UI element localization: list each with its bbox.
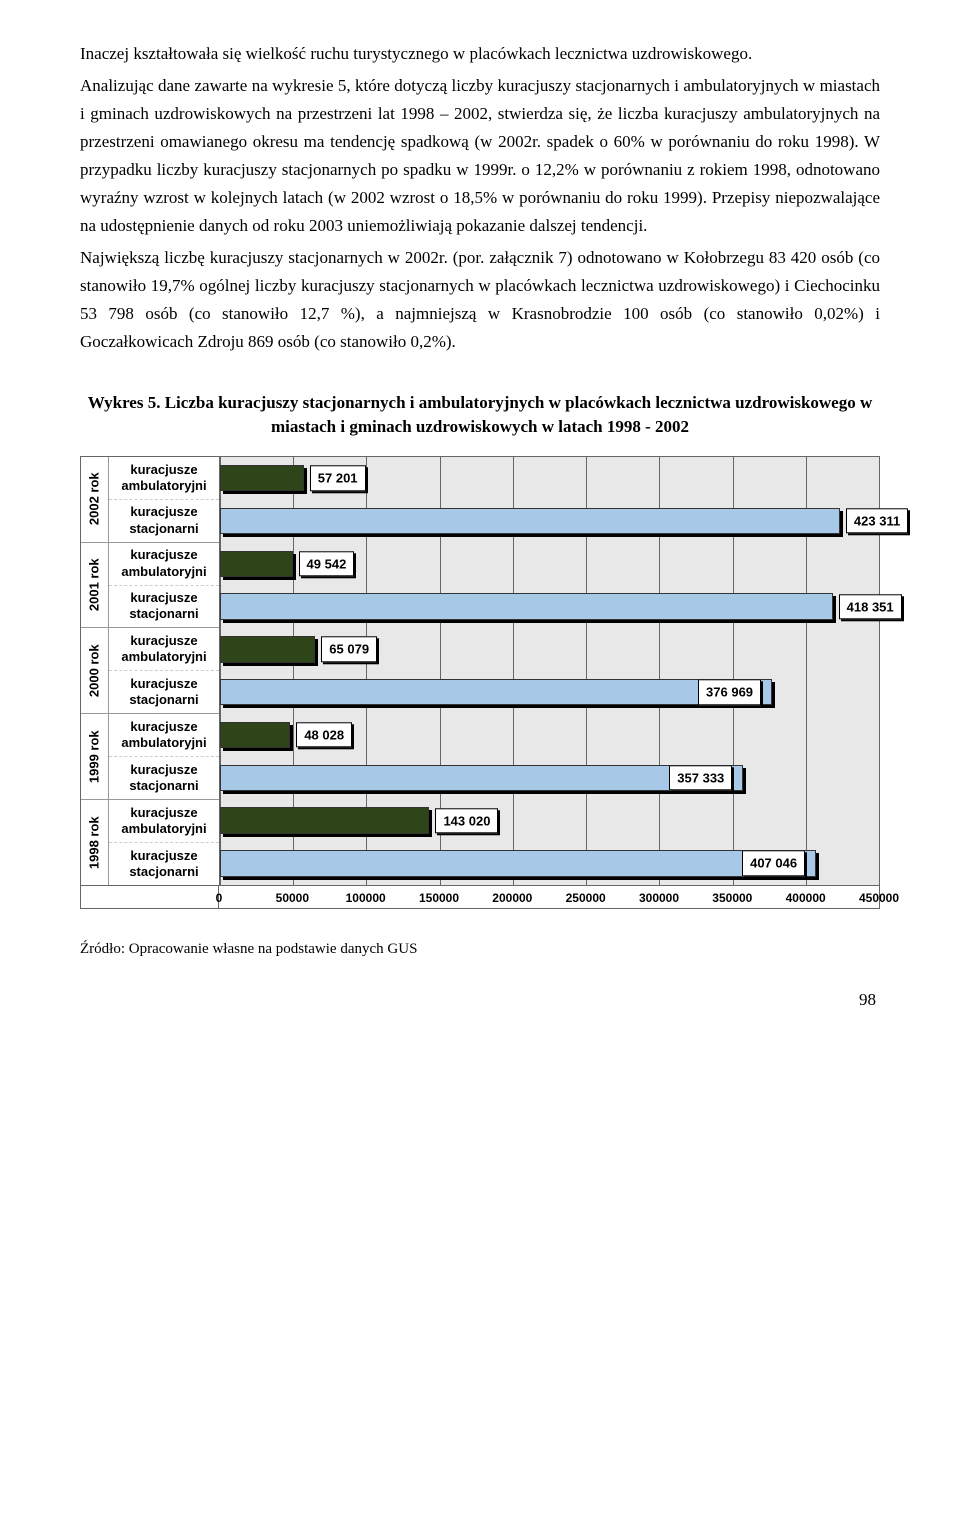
chart-bar: [220, 465, 304, 492]
chart-category-label: kuracjusze stacjonarni: [109, 585, 219, 628]
chart-container: 2002 rokkuracjusze ambulatoryjnikuracjus…: [80, 456, 880, 909]
chart-year-label: 2000 rok: [84, 644, 105, 697]
chart-bar-row: 143 020: [220, 799, 879, 842]
chart-bar: [220, 807, 429, 834]
chart-x-tick: 300000: [639, 889, 679, 909]
chart-source: Źródło: Opracowanie własne na podstawie …: [80, 937, 880, 962]
chart-bar-row: 65 079: [220, 628, 879, 671]
chart-x-tick: 250000: [566, 889, 606, 909]
chart-year-label: 1998 rok: [84, 816, 105, 869]
chart-bar-value: 65 079: [321, 637, 377, 662]
chart-year-label: 2002 rok: [84, 473, 105, 526]
chart-title: Wykres 5. Liczba kuracjuszy stacjonarnyc…: [80, 391, 880, 440]
chart-x-tick: 200000: [492, 889, 532, 909]
chart-bar-row: 57 201: [220, 457, 879, 500]
chart-year-label: 2001 rok: [84, 559, 105, 612]
paragraph-2: Analizując dane zawarte na wykresie 5, k…: [80, 72, 880, 240]
chart-bar-row: 407 046: [220, 842, 879, 885]
chart-category-label: kuracjusze stacjonarni: [109, 670, 219, 713]
chart-bar-value: 357 333: [669, 765, 732, 790]
chart-x-tick: 100000: [346, 889, 386, 909]
chart-x-tick: 350000: [712, 889, 752, 909]
chart-category-label: kuracjusze ambulatoryjni: [109, 457, 219, 499]
chart-bar: [220, 679, 772, 706]
chart-bar-row: 357 333: [220, 756, 879, 799]
chart-bar: [220, 765, 743, 792]
chart-bar-value: 48 028: [296, 722, 352, 747]
page-number: 98: [80, 986, 880, 1014]
chart-bar-row: 48 028: [220, 714, 879, 757]
chart-bar-value: 143 020: [435, 808, 498, 833]
chart-category-label: kuracjusze stacjonarni: [109, 499, 219, 542]
paragraph-1: Inaczej kształtowała się wielkość ruchu …: [80, 40, 880, 68]
chart-category-label: kuracjusze ambulatoryjni: [109, 800, 219, 842]
chart: 2002 rokkuracjusze ambulatoryjnikuracjus…: [80, 456, 880, 886]
chart-x-axis: 0 50000 100000 150000 200000 250000 300000 3500…: [80, 886, 880, 909]
chart-bar-row: 418 351: [220, 585, 879, 628]
chart-bar-value: 376 969: [698, 679, 761, 704]
chart-bar: [220, 508, 840, 535]
chart-x-tick: 50000: [276, 889, 309, 909]
chart-bar-row: 376 969: [220, 671, 879, 714]
chart-bar-value: 57 201: [310, 465, 366, 490]
chart-bar: [220, 636, 315, 663]
chart-plot-area: 57 201 423 311 49 542 418 351 65 079 376 969 4…: [219, 456, 880, 886]
chart-x-tick: 0: [216, 889, 223, 909]
chart-category-label: kuracjusze ambulatoryjni: [109, 714, 219, 756]
chart-category-label: kuracjusze stacjonarni: [109, 756, 219, 799]
chart-bar-value: 49 542: [299, 551, 355, 576]
chart-x-tick: 150000: [419, 889, 459, 909]
chart-x-tick: 450000: [859, 889, 899, 909]
chart-category-label: kuracjusze ambulatoryjni: [109, 543, 219, 585]
chart-bar-row: 423 311: [220, 500, 879, 543]
chart-bar-value: 407 046: [742, 851, 805, 876]
chart-bar: [220, 551, 293, 578]
chart-bar: [220, 850, 816, 877]
chart-y-labels: 2002 rokkuracjusze ambulatoryjnikuracjus…: [80, 456, 219, 886]
chart-year-label: 1999 rok: [84, 730, 105, 783]
chart-x-tick: 400000: [786, 889, 826, 909]
chart-bar: [220, 593, 833, 620]
chart-bar: [220, 722, 290, 749]
chart-bar-value: 423 311: [846, 508, 908, 533]
paragraph-3: Największą liczbę kuracjuszy stacjonarny…: [80, 244, 880, 356]
chart-category-label: kuracjusze ambulatoryjni: [109, 628, 219, 670]
chart-bar-value: 418 351: [839, 594, 902, 619]
chart-bar-row: 49 542: [220, 542, 879, 585]
chart-category-label: kuracjusze stacjonarni: [109, 842, 219, 885]
